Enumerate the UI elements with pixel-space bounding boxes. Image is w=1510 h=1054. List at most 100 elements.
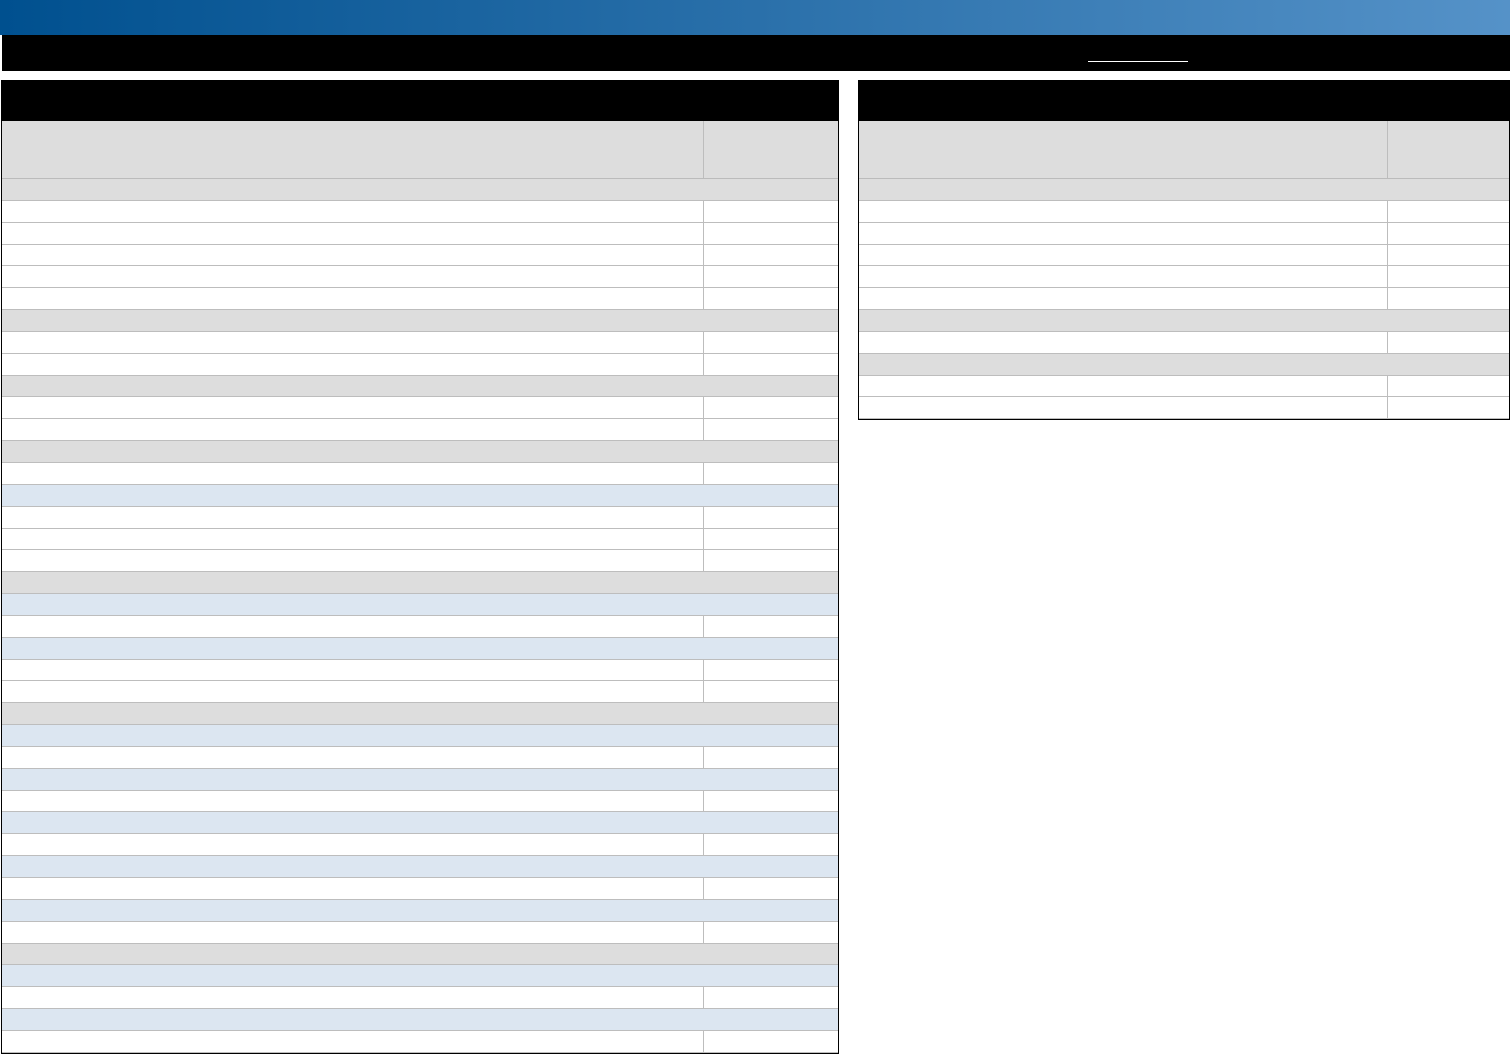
- table-row: [2, 921, 838, 944]
- row-value: [1387, 222, 1509, 244]
- row-label: [2, 441, 838, 462]
- row-label: [2, 965, 838, 986]
- row-label: [2, 812, 838, 833]
- row-label: [2, 550, 703, 571]
- row-value: [1387, 331, 1509, 353]
- row-label: [2, 397, 703, 418]
- row-label: [2, 834, 703, 855]
- row-label: [2, 703, 838, 724]
- left-table-rows: [2, 179, 838, 1053]
- row-value: [1387, 397, 1509, 419]
- row-label: [859, 245, 1387, 266]
- row-label: [859, 397, 1387, 418]
- table-row: [2, 681, 838, 704]
- row-label: [2, 572, 838, 593]
- row-label: [2, 266, 703, 287]
- row-label: [2, 725, 838, 746]
- table-row: [2, 419, 838, 442]
- column-header-label: [2, 121, 703, 178]
- row-label: [2, 791, 703, 812]
- table-row: [2, 834, 838, 857]
- subsection-row: [2, 637, 838, 660]
- left-table-column-header: [2, 121, 838, 179]
- row-label: [2, 660, 703, 681]
- table-row: [2, 506, 838, 529]
- row-label: [2, 922, 703, 943]
- subsection-row: [2, 965, 838, 988]
- row-value: [703, 987, 838, 1009]
- table-row: [859, 397, 1509, 420]
- row-label: [2, 681, 703, 702]
- row-label: [2, 288, 703, 309]
- section-row: [2, 943, 838, 966]
- row-label: [2, 1031, 703, 1052]
- row-label: [2, 747, 703, 768]
- table-row: [859, 375, 1509, 398]
- table-row: [859, 331, 1509, 354]
- row-value: [703, 288, 838, 310]
- section-row: [859, 179, 1509, 201]
- right-table-title: [859, 81, 1509, 121]
- row-value: [703, 681, 838, 703]
- row-label: [859, 223, 1387, 244]
- subsection-row: [2, 594, 838, 616]
- row-value: [703, 615, 838, 637]
- row-label: [859, 354, 1509, 375]
- row-value: [703, 331, 838, 353]
- row-label: [859, 266, 1387, 287]
- row-label: [2, 638, 838, 659]
- column-header-label: [859, 121, 1387, 178]
- row-label: [2, 944, 838, 965]
- table-row: [2, 266, 838, 289]
- row-label: [2, 529, 703, 550]
- table-row: [859, 200, 1509, 223]
- table-row: [2, 550, 838, 573]
- table-row: [2, 222, 838, 245]
- table-row: [2, 288, 838, 311]
- row-label: [2, 419, 703, 440]
- row-value: [703, 746, 838, 768]
- row-value: [1387, 266, 1509, 288]
- column-header-value: [703, 121, 838, 178]
- top-bar: [2, 35, 1510, 71]
- row-value: [703, 266, 838, 288]
- row-label: [859, 376, 1387, 397]
- header-banner: [0, 0, 1510, 35]
- section-row: [2, 572, 838, 595]
- section-row: [2, 441, 838, 463]
- row-label: [2, 223, 703, 244]
- row-value: [703, 353, 838, 375]
- row-value: [703, 244, 838, 266]
- table-row: [2, 746, 838, 769]
- right-table: [858, 80, 1510, 421]
- top-bar-link[interactable]: [1088, 43, 1188, 62]
- table-row: [2, 987, 838, 1010]
- table-row: [2, 1030, 838, 1053]
- table-row: [2, 790, 838, 813]
- row-label: [2, 878, 703, 899]
- row-label: [2, 594, 838, 615]
- right-table-rows: [859, 179, 1509, 420]
- row-label: [2, 1009, 838, 1030]
- row-label: [2, 310, 838, 331]
- table-row: [859, 222, 1509, 245]
- table-row: [2, 462, 838, 485]
- row-value: [703, 397, 838, 419]
- row-value: [703, 1030, 838, 1052]
- row-label: [859, 201, 1387, 222]
- row-label: [2, 900, 838, 921]
- table-row: [2, 397, 838, 420]
- table-row: [2, 878, 838, 900]
- row-value: [703, 222, 838, 244]
- section-row: [859, 353, 1509, 376]
- column-header-value: [1387, 121, 1509, 178]
- row-label: [2, 376, 838, 397]
- table-row: [2, 659, 838, 682]
- row-value: [703, 506, 838, 528]
- table-row: [859, 288, 1509, 311]
- row-label: [2, 769, 838, 790]
- row-label: [859, 288, 1387, 309]
- row-label: [2, 463, 703, 484]
- row-label: [2, 354, 703, 375]
- table-row: [859, 266, 1509, 289]
